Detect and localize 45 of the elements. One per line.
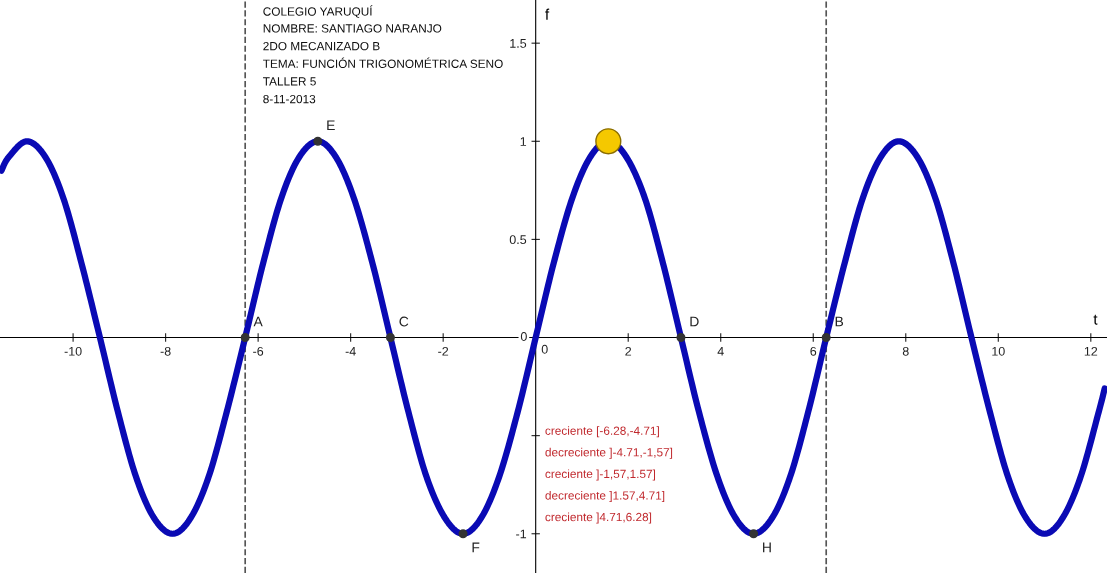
point <box>385 333 395 343</box>
annotation: NOMBRE: SANTIAGO NARANJO <box>263 24 442 33</box>
y-tick-label: 0 <box>520 332 527 341</box>
annotation: decreciente ]-4.71,-1,57] <box>545 447 673 459</box>
x-tick-label: -6 <box>253 346 264 356</box>
annotation: D <box>690 316 699 327</box>
point <box>240 333 250 343</box>
annotation: B <box>835 316 844 327</box>
annotation: F <box>472 542 480 553</box>
x-tick-label: -4 <box>345 347 356 356</box>
annotation: 8-11-2013 <box>263 94 316 104</box>
y-tick-label: 0.5 <box>509 235 527 245</box>
x-tick-label: 2 <box>625 346 632 356</box>
x-tick-label: 8 <box>902 346 909 356</box>
annotation: creciente ]4.71,6.28] <box>545 512 652 524</box>
annotation: COLEGIO YARUQUÍ <box>263 5 373 18</box>
x-tick-label: -10 <box>64 346 82 356</box>
y-axis-title: f <box>545 8 550 20</box>
x-tick-label: -8 <box>160 346 171 356</box>
x-tick-label: 12 <box>1084 346 1098 356</box>
point <box>595 128 622 155</box>
annotation: A <box>253 316 263 327</box>
annotation: C <box>399 316 409 327</box>
y-tick-label: 1 <box>520 137 527 146</box>
annotation: E <box>327 120 335 131</box>
x-tick-label: 6 <box>810 346 817 356</box>
annotation: H <box>763 542 771 553</box>
annotation: TALLER 5 <box>263 77 316 86</box>
point <box>313 136 323 146</box>
annotation: TEMA: FUNCIÓN TRIGONOMÉTRICA SENO <box>263 57 503 68</box>
point <box>821 333 831 343</box>
x-axis-title: t <box>1093 314 1098 325</box>
point <box>458 529 468 539</box>
point <box>676 333 686 343</box>
x-tick-label: 4 <box>717 347 724 356</box>
annotation: 2DO MECANIZADO B <box>263 41 380 51</box>
annotation: creciente [-6.28,-4.71] <box>545 426 659 438</box>
y-tick-label: 1.5 <box>510 39 527 48</box>
x-tick-label: -2 <box>438 346 449 356</box>
y-tick-label: -1 <box>516 529 527 539</box>
annotation: decreciente ]1.57,4.71] <box>545 490 665 502</box>
point <box>749 529 759 539</box>
x-tick-label: 0 <box>541 344 548 354</box>
annotation: creciente ]-1,57,1.57] <box>545 469 656 481</box>
x-tick-label: 10 <box>992 346 1005 356</box>
